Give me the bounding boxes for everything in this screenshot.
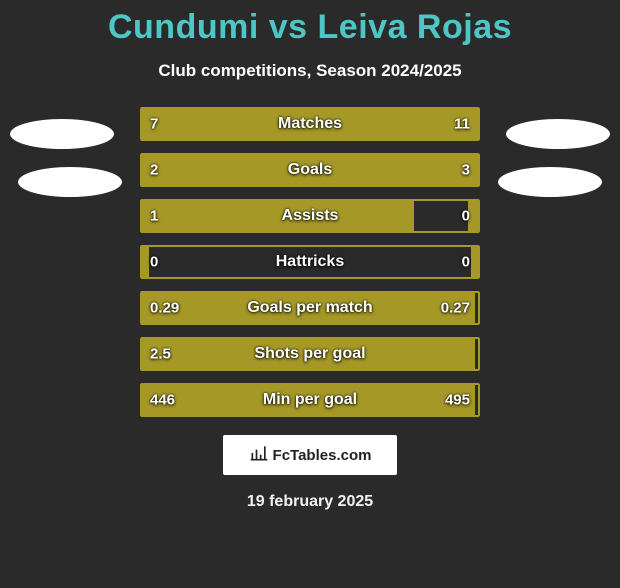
brand-text: FcTables.com xyxy=(273,447,372,464)
stat-row: 711Matches xyxy=(140,107,480,141)
brand-badge: FcTables.com xyxy=(223,435,397,475)
stat-label: Min per goal xyxy=(140,391,480,409)
decor-ellipse xyxy=(10,119,114,149)
subtitle: Club competitions, Season 2024/2025 xyxy=(0,61,620,81)
stat-row: 0.290.27Goals per match xyxy=(140,291,480,325)
stat-label: Matches xyxy=(140,115,480,133)
stat-row: 00Hattricks xyxy=(140,245,480,279)
date-label: 19 february 2025 xyxy=(0,493,620,511)
decor-ellipse xyxy=(18,167,122,197)
stat-row: 446495Min per goal xyxy=(140,383,480,417)
stat-label: Shots per goal xyxy=(140,345,480,363)
stat-label: Goals per match xyxy=(140,299,480,317)
decor-ellipse xyxy=(506,119,610,149)
stat-label: Assists xyxy=(140,207,480,225)
player2-name: Leiva Rojas xyxy=(318,8,512,46)
chart-bars-icon xyxy=(249,443,269,467)
player1-name: Cundumi xyxy=(108,8,259,46)
decor-ellipse xyxy=(498,167,602,197)
stat-row: 23Goals xyxy=(140,153,480,187)
comparison-title: Cundumi vs Leiva Rojas xyxy=(0,8,620,47)
stat-label: Goals xyxy=(140,161,480,179)
comparison-chart: 711Matches 23Goals 10Assists 00Hattricks 0.2… xyxy=(0,107,620,417)
stat-row: 10Assists xyxy=(140,199,480,233)
bars-container: 711Matches 23Goals 10Assists 00Hattricks 0.2… xyxy=(140,107,480,417)
stat-row: 2.5Shots per goal xyxy=(140,337,480,371)
stat-label: Hattricks xyxy=(140,253,480,271)
vs-label: vs xyxy=(269,8,308,46)
